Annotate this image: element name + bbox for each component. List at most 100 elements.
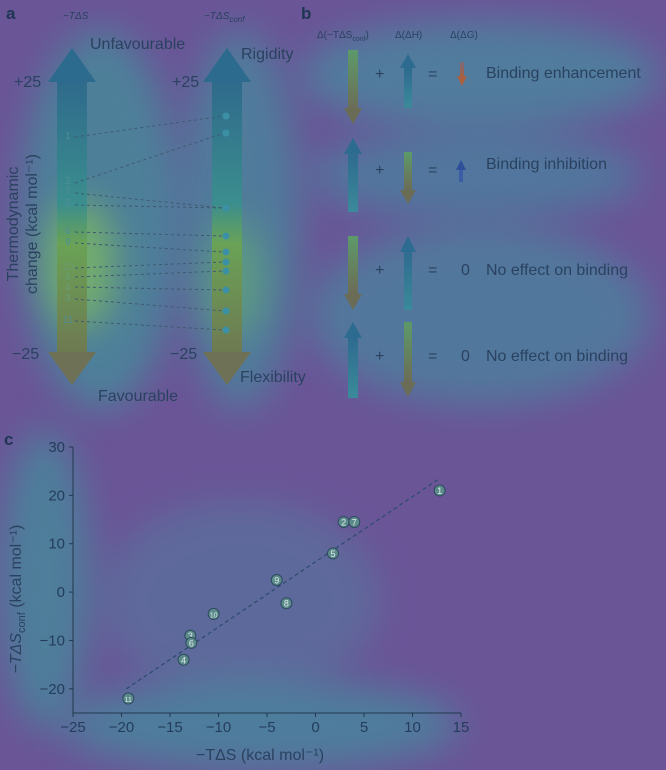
x-tick-label: 5 [360,719,368,736]
x-tick-label: −10 [206,719,231,736]
point-label: 1 [437,486,442,496]
x-tick-label: 0 [311,719,319,736]
row2-plus: + [375,162,385,179]
scatter-point: 4 [177,653,190,666]
scatter-point: 7 [348,515,361,528]
marker-9: 9 [65,237,71,248]
plus25-left: +25 [14,74,42,91]
tds-double-arrow [48,48,96,385]
unfavourable-label: Unfavourable [90,36,186,53]
marker-3: 3 [65,293,71,304]
minus25-left: −25 [12,346,40,363]
tds-conf-double-arrow [203,48,251,385]
marker-11: 11 [63,315,74,326]
row2-conf-up-arrow [344,138,362,212]
scatter-point: 1 [433,484,446,497]
row3-equals: = [428,262,438,279]
minus25-mid: −25 [170,346,198,363]
row1-dg-down-arrow [457,62,467,86]
header-dg: Δ(ΔG) [450,30,478,41]
point-label: 4 [181,655,186,665]
row3-label: No effect on binding [486,262,629,279]
x-tick-label: −15 [157,719,182,736]
connector-lines [74,115,225,331]
conf-dots [222,112,230,334]
row3-conf-down-arrow [344,236,362,310]
point-marker [207,607,220,620]
panel-a-letter: a [6,4,16,23]
scatter-point: 5 [326,547,339,560]
row4-equals: = [428,348,438,365]
point-marker [280,597,293,610]
row1-label: Binding enhancement [486,65,641,82]
marker-4: 4 [65,282,71,293]
row2-label: Binding inhibition [486,156,607,173]
point-label: 2 [341,517,346,527]
col1-header: −TΔS [63,11,89,22]
point-label: 8 [284,599,289,609]
scatter-point: 9 [270,574,283,586]
point-label: 9 [274,576,279,586]
point-marker [177,653,190,666]
row3-plus: + [375,262,385,279]
row1-dh-up-arrow [400,54,416,108]
row1-equals: = [428,66,438,83]
point-marker [326,547,339,560]
marker-6: 6 [65,226,71,237]
y-tick-label: 20 [48,487,65,504]
scatter-point: 11 [122,692,135,705]
row1-conf-down-arrow [344,50,362,124]
panel-b-letter: b [301,4,312,23]
glow-overlay [100,500,380,700]
trend-line-path [126,477,440,690]
y-tick-label: 0 [57,584,65,601]
x-tick-label: −20 [109,719,134,736]
marker-8: 8 [65,272,71,283]
marker-1: 1 [65,131,71,142]
point-label: 11 [125,697,132,704]
col2-header: −TΔSconf [204,11,245,24]
scatter-point: 10 [207,607,220,620]
header-conf: Δ(−TΔSconf) [317,30,369,43]
glow-overlay [300,20,660,130]
point-marker [122,692,135,705]
marker-7: 7 [65,186,71,197]
point-marker [348,515,361,528]
x-tick-label: −5 [258,719,275,736]
marker-10: 10 [63,262,75,273]
row3-zero: 0 [461,262,470,279]
row4-conf-up-arrow [344,322,362,398]
row2-dg-up-arrow [456,160,466,182]
row2-dh-down-arrow [400,152,416,204]
glow-overlay [310,130,640,220]
row4-dh-down-arrow [400,322,416,397]
glow-overlay [310,225,650,405]
y-tick-label: −10 [40,632,65,649]
x-tick-label: 15 [453,719,470,736]
flexibility-label: Flexibility [240,369,306,386]
x-tick-label: −25 [60,719,85,736]
scatter-point: 6 [185,636,198,649]
row4-plus: + [375,348,385,365]
scatter-point: 8 [280,597,293,610]
row2-equals: = [428,162,438,179]
favourable-label: Favourable [98,388,179,405]
rigidity-label: Rigidity [241,46,294,63]
point-marker [433,484,446,497]
header-dh: Δ(ΔH) [395,30,423,41]
y-tick-label: −20 [40,681,65,698]
y-tick-label: 30 [48,439,65,456]
row4-label: No effect on binding [486,348,629,365]
point-label: 7 [352,517,357,527]
point-label: 3 [188,631,193,641]
row3-dh-up-arrow [400,236,416,310]
point-marker [185,636,198,649]
panel-c-letter: c [4,430,14,449]
point-marker [270,574,283,586]
scatter-points: 1 2 7 5 9 8 10 36 4 11 [122,484,446,705]
row4-zero: 0 [461,348,470,365]
